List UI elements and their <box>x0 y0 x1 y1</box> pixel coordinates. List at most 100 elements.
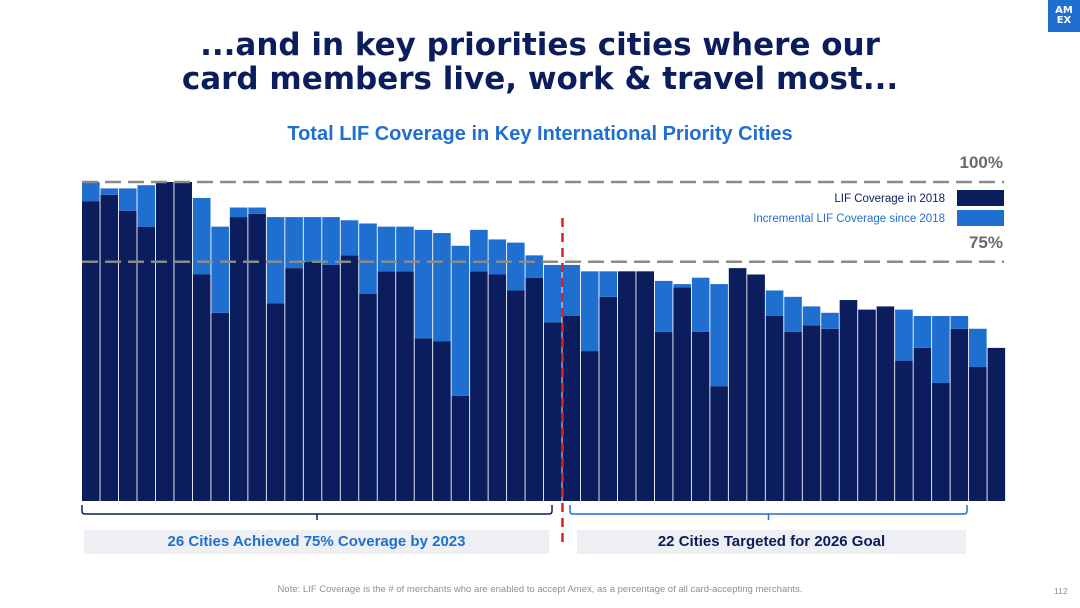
bar-base-14 <box>322 264 340 501</box>
bar-base-12 <box>285 268 303 501</box>
bar-base-30 <box>617 271 636 501</box>
bar-base-16 <box>359 293 377 501</box>
bar-base-19 <box>414 338 433 501</box>
bar-incremental-46 <box>913 315 932 348</box>
bar-base-37 <box>747 274 765 501</box>
group-bracket-2 <box>569 505 968 520</box>
bar-incremental-9 <box>229 207 248 218</box>
bar-base-10 <box>248 213 266 501</box>
bar-incremental-28 <box>580 271 599 352</box>
bar-incremental-8 <box>211 226 229 313</box>
group-bracket-1 <box>81 505 553 520</box>
bar-base-44 <box>876 306 895 501</box>
bar-incremental-23 <box>488 239 507 275</box>
bar-incremental-38 <box>765 290 784 316</box>
bar-base-21 <box>451 395 470 501</box>
bar-incremental-47 <box>932 315 950 383</box>
bar-base-8 <box>211 312 229 501</box>
bar-base-25 <box>525 277 544 501</box>
bar-base-38 <box>765 315 784 501</box>
bar-incremental-15 <box>340 220 359 256</box>
bar-base-23 <box>488 274 507 501</box>
bar-base-46 <box>913 347 932 501</box>
bar-base-36 <box>728 268 747 501</box>
page-headline: ...and in key priorities cities where ou… <box>0 28 1080 96</box>
bar-incremental-41 <box>821 312 839 329</box>
bar-base-18 <box>396 271 414 501</box>
bar-base-11 <box>266 303 285 501</box>
bar-base-1 <box>82 201 100 501</box>
bar-incremental-33 <box>673 284 691 288</box>
bar-base-3 <box>118 210 137 501</box>
bar-base-34 <box>691 331 710 501</box>
legend-swatch-2 <box>957 210 1004 226</box>
group-label-targeted: 22 Cities Targeted for 2026 Goal <box>577 530 966 554</box>
bar-incremental-4 <box>137 185 156 227</box>
bar-base-9 <box>229 217 248 501</box>
bar-incremental-19 <box>414 229 433 339</box>
legend-label-2: Incremental LIF Coverage since 2018 <box>753 213 945 225</box>
bar-base-35 <box>710 386 728 501</box>
bar-incremental-10 <box>248 207 266 214</box>
bar-incremental-49 <box>969 328 987 368</box>
bar-incremental-26 <box>544 264 562 323</box>
bar-base-47 <box>932 382 950 501</box>
bar-incremental-13 <box>303 217 322 262</box>
bar-base-39 <box>784 331 802 501</box>
bar-base-45 <box>895 360 913 501</box>
logo-line-2: EX <box>1056 15 1072 26</box>
bar-incremental-14 <box>322 217 340 265</box>
headline-line-1: ...and in key priorities cities where ou… <box>200 27 880 63</box>
bar-incremental-1 <box>82 182 100 202</box>
bar-incremental-48 <box>950 315 969 329</box>
bar-base-43 <box>858 309 876 501</box>
bar-base-24 <box>507 290 525 501</box>
reference-label-75: 75% <box>969 233 1003 252</box>
bar-base-50 <box>987 347 1006 501</box>
chart-title: Total LIF Coverage in Key International … <box>287 123 793 145</box>
bar-incremental-35 <box>710 284 728 387</box>
bar-base-42 <box>839 300 858 501</box>
headline-line-2: card members live, work & travel most... <box>181 61 899 97</box>
bar-base-26 <box>544 322 562 501</box>
bar-base-48 <box>950 328 969 501</box>
bar-base-15 <box>340 255 359 501</box>
bar-base-5 <box>155 182 174 501</box>
legend-swatch-1 <box>957 190 1004 206</box>
bar-base-32 <box>654 331 673 501</box>
bar-incremental-21 <box>451 245 470 396</box>
bar-incremental-39 <box>784 296 802 332</box>
bar-incremental-11 <box>266 217 285 304</box>
reference-label-100: 100% <box>960 153 1003 172</box>
bar-incremental-7 <box>192 197 211 275</box>
bar-incremental-22 <box>470 229 488 272</box>
group-label-achieved: 26 Cities Achieved 75% Coverage by 2023 <box>84 530 549 554</box>
bar-base-41 <box>821 328 839 501</box>
bar-incremental-34 <box>691 277 710 332</box>
bar-incremental-20 <box>433 233 451 342</box>
legend-label-1: LIF Coverage in 2018 <box>834 193 945 205</box>
amex-logo: AM EX <box>1048 0 1080 32</box>
bar-incremental-24 <box>507 242 525 291</box>
footnote: Note: LIF Coverage is the # of merchants… <box>277 584 803 595</box>
bar-incremental-32 <box>654 280 673 332</box>
bar-base-2 <box>100 194 119 501</box>
bar-incremental-45 <box>895 309 913 361</box>
bar-incremental-29 <box>599 271 618 297</box>
bar-incremental-25 <box>525 255 544 278</box>
page-number: 112 <box>1054 586 1068 596</box>
bar-base-20 <box>433 341 451 501</box>
bar-base-27 <box>562 315 581 501</box>
bar-incremental-17 <box>377 226 396 272</box>
bar-incremental-3 <box>118 188 137 211</box>
bar-incremental-16 <box>359 223 377 294</box>
bar-base-17 <box>377 271 396 501</box>
bar-base-22 <box>470 271 488 501</box>
bar-incremental-2 <box>100 188 119 195</box>
bar-base-49 <box>969 367 987 501</box>
bar-incremental-40 <box>802 306 821 326</box>
bar-base-28 <box>580 351 599 501</box>
bar-base-4 <box>137 226 156 501</box>
bar-base-6 <box>174 182 192 501</box>
